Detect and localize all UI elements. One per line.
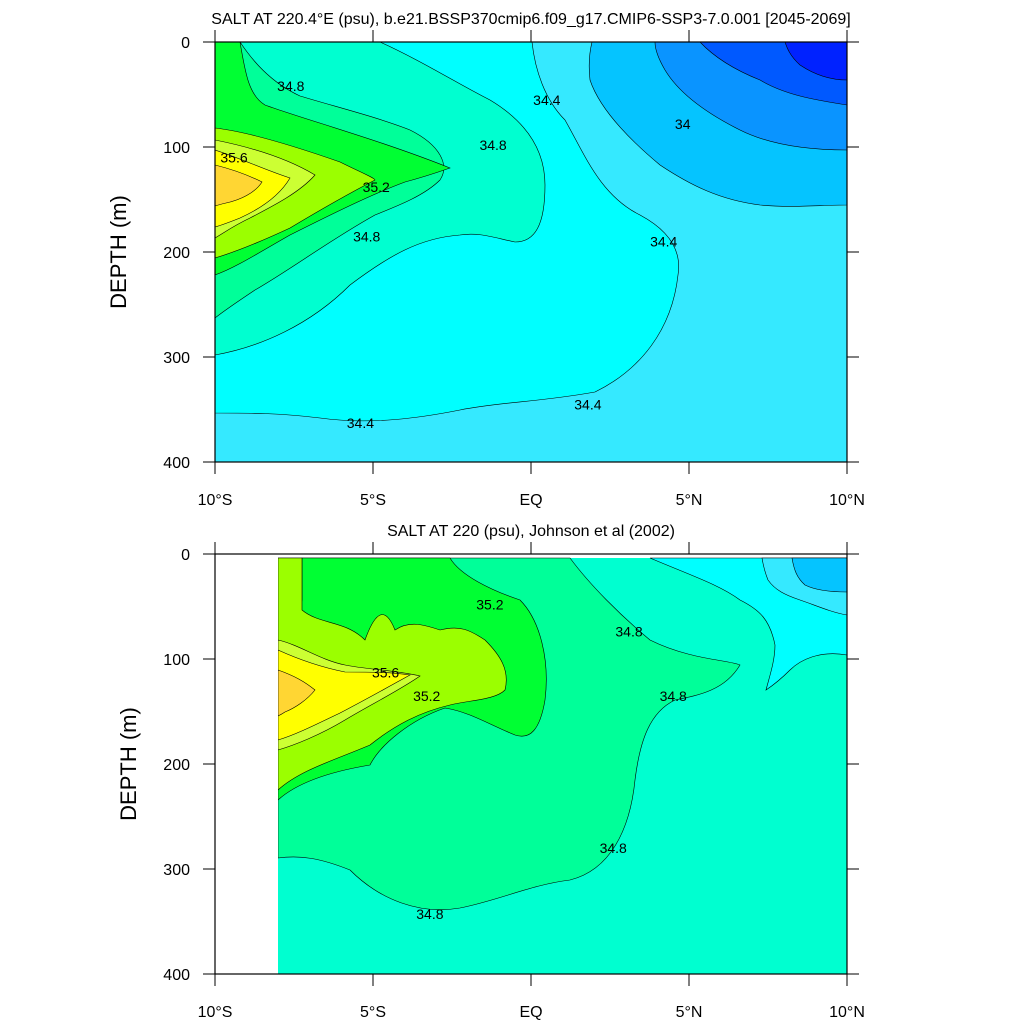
top-contour-label-8: 34.4 <box>574 396 601 412</box>
bottom-xtick-3: 5°N <box>676 1004 703 1021</box>
bottom-ytick-1: 100 <box>163 652 190 669</box>
top-fill-lt-33.6 <box>784 42 847 81</box>
top-xtick-3: 5°N <box>676 492 703 509</box>
top-contour-labels: 34.8 34.4 34.8 34 35.6 35.2 34.8 34.4 34.4 34.4 <box>220 78 690 431</box>
top-ytick-3: 300 <box>163 350 190 367</box>
bottom-contour-fill <box>277 557 847 974</box>
bottom-contour-label-3: 34.8 <box>660 688 687 704</box>
bottom-ytick-3: 300 <box>163 862 190 879</box>
bottom-contour-label-0: 35.2 <box>476 596 503 612</box>
top-contour-label-1: 34.4 <box>533 92 560 108</box>
top-x-axis <box>214 30 848 474</box>
bottom-ytick-0: 0 <box>181 547 190 564</box>
top-contour-label-5: 35.2 <box>363 179 390 195</box>
top-contour-label-3: 34 <box>675 116 691 132</box>
top-contour-label-6: 34.8 <box>353 228 380 244</box>
top-y-axis <box>203 41 859 463</box>
top-ytick-2: 200 <box>163 245 190 262</box>
bottom-contour-label-1: 34.8 <box>615 624 642 640</box>
bottom-panel-title: SALT AT 220 (psu), Johnson et al (2002) <box>387 523 675 540</box>
bottom-no-data-region <box>216 555 278 973</box>
bottom-fill-35.6-35.8 <box>277 649 411 741</box>
top-ytick-0: 0 <box>181 35 190 52</box>
top-contour-fill <box>215 42 847 462</box>
top-contour-label-0: 34.8 <box>277 78 304 94</box>
bottom-contour-label-4: 35.2 <box>413 688 440 704</box>
bottom-contour-label-2: 35.6 <box>372 665 399 681</box>
top-y-axis-label: DEPTH (m) <box>106 195 131 309</box>
bottom-xtick-1: 5°S <box>360 1004 386 1021</box>
top-xtick-2: EQ <box>519 492 542 509</box>
top-xtick-4: 10°N <box>829 492 865 509</box>
top-ytick-1: 100 <box>163 140 190 157</box>
top-contour-label-7: 34.4 <box>650 234 677 250</box>
bottom-ytick-4: 400 <box>163 967 190 984</box>
bottom-contour-label-5: 34.8 <box>600 840 627 856</box>
bottom-xtick-4: 10°N <box>829 1004 865 1021</box>
top-ytick-4: 400 <box>163 455 190 472</box>
bottom-fill-core <box>277 669 316 717</box>
bottom-contour-label-6: 34.8 <box>416 906 443 922</box>
top-contour-label-9: 34.4 <box>347 415 374 431</box>
top-contour-label-4: 35.6 <box>220 150 247 166</box>
top-fill-core <box>215 164 263 207</box>
bottom-contour-labels: 35.2 34.8 35.6 34.8 35.2 34.8 34.8 <box>372 596 687 922</box>
top-contour-label-2: 34.8 <box>479 137 506 153</box>
top-xtick-0: 10°S <box>198 492 233 509</box>
bottom-x-axis <box>214 542 848 986</box>
top-panel-title: SALT AT 220.4°E (psu), b.e21.BSSP370cmip… <box>211 11 850 28</box>
bottom-xtick-0: 10°S <box>198 1004 233 1021</box>
top-xtick-1: 5°S <box>360 492 386 509</box>
bottom-xtick-2: EQ <box>519 1004 542 1021</box>
bottom-y-axis <box>203 553 859 975</box>
bottom-ytick-2: 200 <box>163 757 190 774</box>
bottom-y-axis-label: DEPTH (m) <box>116 707 141 821</box>
bottom-fill-34.0-34.2 <box>791 557 847 593</box>
